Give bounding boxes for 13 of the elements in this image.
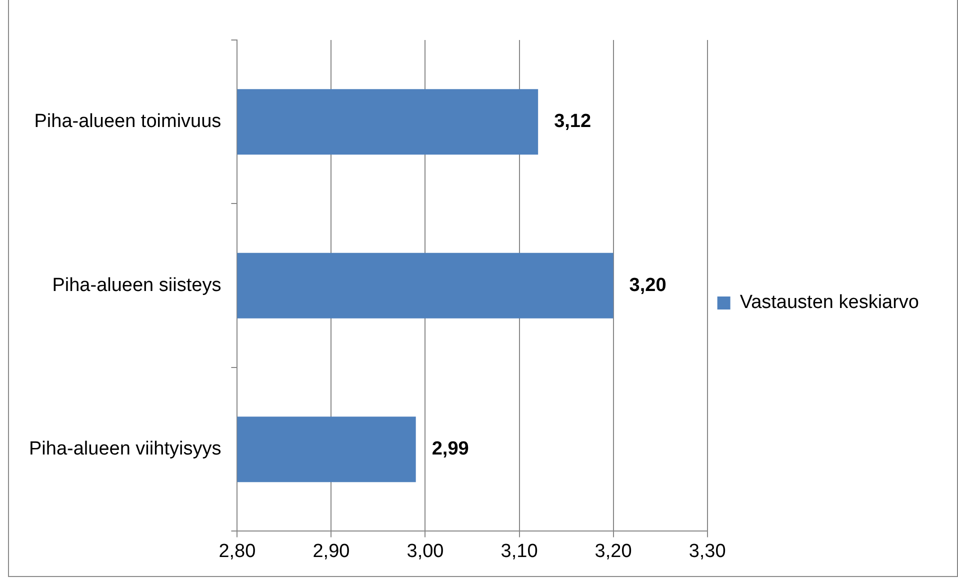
data-label: 3,20 bbox=[629, 274, 666, 296]
x-tick-label: 3,10 bbox=[500, 540, 538, 562]
x-tick-label: 2,80 bbox=[218, 540, 256, 562]
data-label: 3,12 bbox=[554, 111, 592, 132]
y-tick-label: Piha-alueen siisteys bbox=[52, 274, 222, 296]
y-tick-label: Piha-alueen toimivuus bbox=[34, 111, 222, 132]
x-tick-label: 2,90 bbox=[312, 540, 350, 562]
y-tick-label: Piha-alueen viihtyisyys bbox=[28, 438, 222, 460]
x-tick-label: 3,30 bbox=[688, 540, 726, 562]
legend-label: Vastausten keskiarvo bbox=[740, 292, 920, 314]
x-tick-label: 3,00 bbox=[406, 540, 444, 562]
data-label: 2,99 bbox=[432, 438, 469, 460]
x-tick-label: 3,20 bbox=[594, 540, 632, 562]
